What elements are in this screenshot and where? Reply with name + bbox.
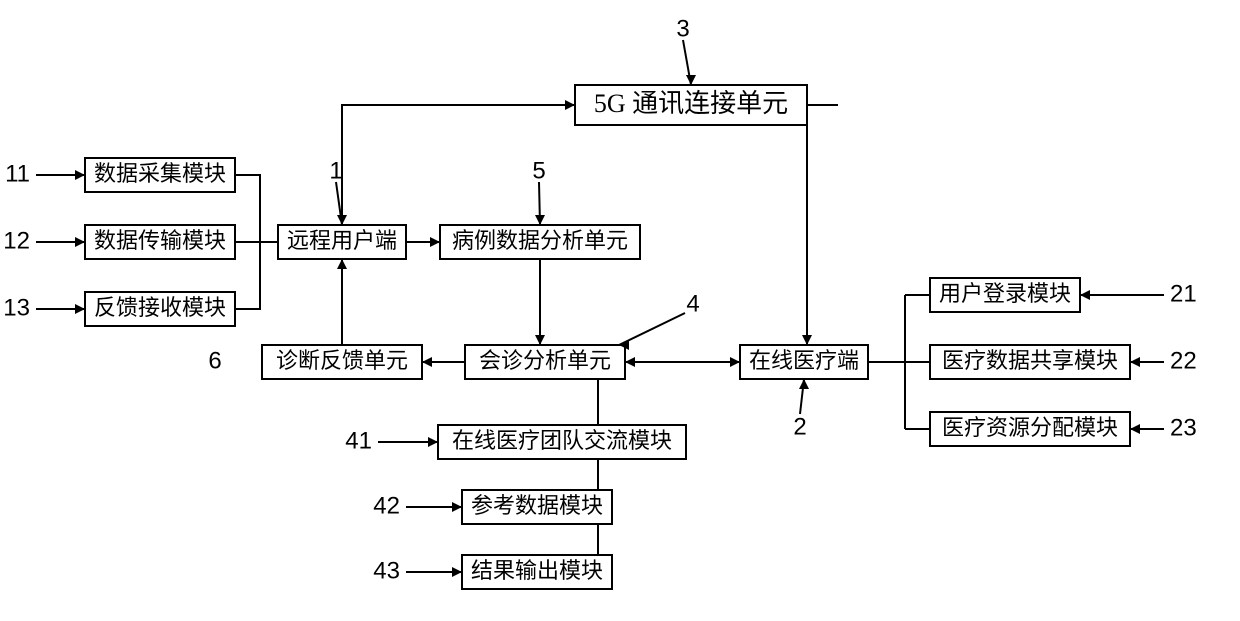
- ref-number: 42: [373, 492, 400, 519]
- node-label: 病例数据分析单元: [452, 228, 628, 253]
- ref-number: 4: [686, 290, 699, 317]
- ref-label-42: 42: [373, 492, 462, 519]
- node-label: 远程用户端: [287, 228, 397, 253]
- node-n41: 在线医疗团队交流模块: [438, 425, 686, 459]
- ref-number: 43: [373, 557, 400, 584]
- ref-label-3: 3: [676, 15, 696, 85]
- ref-number: 3: [676, 15, 689, 42]
- node-n43: 结果输出模块: [462, 555, 612, 589]
- node-n42: 参考数据模块: [462, 490, 612, 524]
- edge: [406, 237, 440, 247]
- ref-label-23: 23: [1130, 414, 1197, 441]
- ref-number: 2: [793, 413, 806, 440]
- flowchart-diagram: 数据采集模块数据传输模块反馈接收模块 远程用户端 病例数据分析单元 5G 通讯连接单元…: [0, 0, 1240, 621]
- ref-label-1: 1: [329, 157, 347, 225]
- ref-number: 41: [345, 427, 372, 454]
- node-label: 会诊分析单元: [479, 348, 611, 373]
- ref-label-11: 11: [5, 160, 85, 187]
- node-label: 5G 通讯连接单元: [594, 89, 788, 118]
- node-label: 反馈接收模块: [94, 295, 226, 320]
- edge: [337, 259, 347, 345]
- ref-number: 1: [329, 157, 342, 184]
- node-n1: 远程用户端: [278, 225, 406, 259]
- node-label: 医疗数据共享模块: [942, 348, 1118, 373]
- ref-label-12: 12: [3, 227, 85, 254]
- edge: [422, 357, 465, 367]
- ref-label-43: 43: [373, 557, 462, 584]
- node-n21: 用户登录模块: [930, 278, 1080, 312]
- node-n3: 5G 通讯连接单元: [575, 85, 807, 125]
- ref-number: 12: [3, 227, 30, 254]
- node-label: 诊断反馈单元: [276, 348, 408, 373]
- node-label: 用户登录模块: [939, 281, 1071, 306]
- edge: [802, 108, 812, 345]
- node-n2: 在线医疗端: [740, 345, 868, 379]
- ref-number: 5: [532, 157, 545, 184]
- edge: [235, 242, 260, 309]
- ref-number: 13: [3, 294, 30, 321]
- ref-label-13: 13: [3, 294, 85, 321]
- node-n23: 医疗资源分配模块: [930, 412, 1130, 446]
- ref-number: 22: [1170, 347, 1197, 374]
- edge: [625, 357, 740, 367]
- ref-label-5: 5: [532, 157, 545, 225]
- node-n22: 医疗数据共享模块: [930, 345, 1130, 379]
- ref-label-2: 2: [793, 379, 809, 440]
- node-label: 结果输出模块: [471, 558, 603, 583]
- node-n11: 数据采集模块: [85, 158, 235, 192]
- ref-label-21: 21: [1080, 280, 1197, 307]
- node-label: 数据采集模块: [94, 161, 226, 186]
- ref-label-4: 4: [619, 290, 700, 350]
- node-n6: 诊断反馈单元: [262, 345, 422, 379]
- edge: [235, 175, 260, 242]
- ref-number: 6: [208, 347, 221, 374]
- nodes-layer: 数据采集模块数据传输模块反馈接收模块 远程用户端 病例数据分析单元 5G 通讯连接单元…: [85, 85, 1130, 589]
- node-n5: 病例数据分析单元: [440, 225, 640, 259]
- node-n13: 反馈接收模块: [85, 292, 235, 326]
- node-n12: 数据传输模块: [85, 225, 235, 259]
- ref-label-6: 6: [208, 347, 221, 374]
- node-label: 在线医疗端: [749, 348, 859, 373]
- node-label: 数据传输模块: [94, 228, 226, 253]
- node-label: 参考数据模块: [471, 493, 603, 518]
- edge: [535, 259, 545, 345]
- node-n4: 会诊分析单元: [465, 345, 625, 379]
- ref-label-22: 22: [1130, 347, 1197, 374]
- ref-number: 23: [1170, 414, 1197, 441]
- ref-number: 11: [5, 160, 30, 187]
- ref-number: 21: [1170, 280, 1197, 307]
- node-label: 医疗资源分配模块: [942, 415, 1118, 440]
- node-label: 在线医疗团队交流模块: [452, 428, 672, 453]
- ref-label-41: 41: [345, 427, 438, 454]
